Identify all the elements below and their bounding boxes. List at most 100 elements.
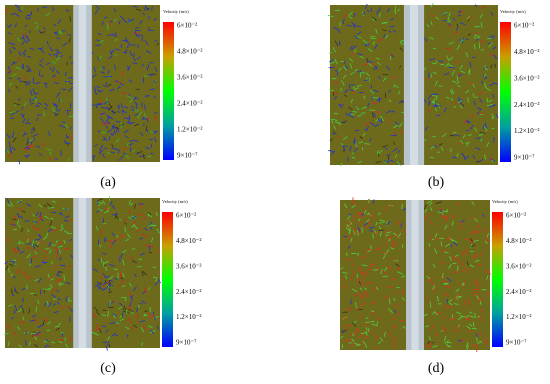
colorbar-title: Velocity (m/s)	[163, 9, 189, 14]
velocity-vector	[106, 206, 110, 213]
colorbar	[500, 22, 511, 162]
velocity-vector	[464, 119, 468, 124]
velocity-vector	[358, 292, 363, 299]
velocity-vector	[392, 124, 399, 129]
velocity-vector	[428, 201, 433, 206]
velocity-vector	[25, 122, 31, 125]
velocity-vector	[476, 225, 482, 229]
velocity-vector	[44, 102, 49, 107]
velocity-vector	[388, 99, 392, 102]
velocity-vector	[400, 222, 403, 228]
velocity-vector	[361, 264, 368, 267]
velocity-vector	[369, 89, 375, 95]
velocity-vector	[35, 244, 39, 248]
velocity-vector	[100, 71, 105, 74]
velocity-vector	[362, 132, 366, 137]
velocity-vector	[32, 126, 36, 132]
velocity-vector	[361, 212, 364, 217]
velocity-vector	[342, 18, 345, 25]
velocity-vector	[97, 57, 100, 61]
velocity-vector	[9, 263, 14, 267]
velocity-vector	[384, 160, 389, 164]
velocity-vector	[56, 301, 60, 305]
velocity-vector	[375, 57, 380, 60]
velocity-vector	[485, 341, 488, 345]
velocity-vector	[37, 47, 44, 50]
velocity-vector	[128, 291, 131, 297]
velocity-vector	[441, 133, 447, 138]
velocity-vector	[354, 68, 359, 72]
velocity-vector	[476, 283, 482, 287]
velocity-vector	[36, 241, 40, 246]
velocity-vector	[117, 104, 120, 108]
velocity-vector	[30, 131, 34, 134]
velocity-vector	[59, 98, 63, 103]
velocity-vector	[35, 307, 38, 313]
velocity-vector	[370, 263, 375, 266]
velocity-vector	[64, 343, 69, 348]
velocity-vector	[11, 146, 17, 151]
velocity-vector	[64, 123, 69, 129]
velocity-vector	[428, 336, 431, 341]
velocity-vector	[385, 231, 392, 234]
velocity-vector	[106, 282, 111, 288]
velocity-vector	[43, 236, 47, 240]
velocity-vector	[444, 243, 451, 248]
velocity-vector	[469, 264, 474, 268]
velocity-vector	[52, 229, 58, 231]
velocity-vector	[354, 327, 359, 333]
velocity-vector	[389, 203, 393, 208]
velocity-vector	[150, 245, 154, 248]
velocity-vector	[97, 258, 101, 262]
velocity-vector	[119, 302, 123, 307]
velocity-vector	[98, 202, 104, 206]
velocity-vector	[450, 214, 455, 218]
velocity-vector	[373, 89, 379, 93]
velocity-vector	[53, 66, 55, 70]
velocity-vector	[446, 305, 452, 310]
velocity-vector	[14, 287, 17, 293]
velocity-vector	[107, 311, 110, 318]
velocity-vector	[97, 32, 102, 36]
velocity-vector	[51, 288, 56, 293]
velocity-vector	[103, 264, 107, 267]
velocity-vector	[111, 109, 115, 116]
velocity-vector	[332, 118, 338, 122]
velocity-vector	[129, 50, 133, 57]
velocity-vector	[13, 247, 15, 252]
velocity-vector	[334, 70, 339, 72]
velocity-vector	[427, 212, 430, 217]
velocity-vector	[359, 136, 363, 139]
velocity-vector	[483, 73, 487, 78]
velocity-vector	[131, 326, 134, 331]
velocity-vector	[53, 311, 59, 314]
road-lane	[409, 5, 419, 165]
velocity-vector	[25, 154, 30, 159]
velocity-vector	[36, 117, 39, 122]
velocity-vector	[397, 160, 401, 166]
velocity-vector	[104, 275, 110, 279]
velocity-vector	[47, 321, 51, 325]
velocity-vector	[348, 16, 353, 19]
velocity-vector	[51, 244, 56, 246]
velocity-vector	[479, 340, 483, 343]
velocity-vector	[36, 145, 41, 148]
velocity-vector	[360, 332, 367, 335]
colorbar-tick-label: 2.4×10⁻²	[176, 288, 202, 296]
velocity-vector	[350, 83, 355, 86]
velocity-vector	[30, 102, 34, 105]
velocity-vector	[149, 131, 154, 134]
velocity-vector	[48, 241, 52, 247]
velocity-vector	[44, 248, 49, 250]
velocity-vector	[393, 29, 397, 33]
velocity-vector	[388, 334, 392, 338]
velocity-vector	[59, 241, 63, 245]
velocity-vector	[58, 30, 61, 35]
velocity-vector	[12, 137, 17, 143]
velocity-vector	[22, 113, 25, 118]
velocity-vector	[40, 48, 45, 53]
velocity-vector	[151, 237, 154, 243]
velocity-vector	[131, 223, 136, 228]
velocity-vector	[383, 331, 386, 337]
velocity-vector	[60, 331, 65, 334]
